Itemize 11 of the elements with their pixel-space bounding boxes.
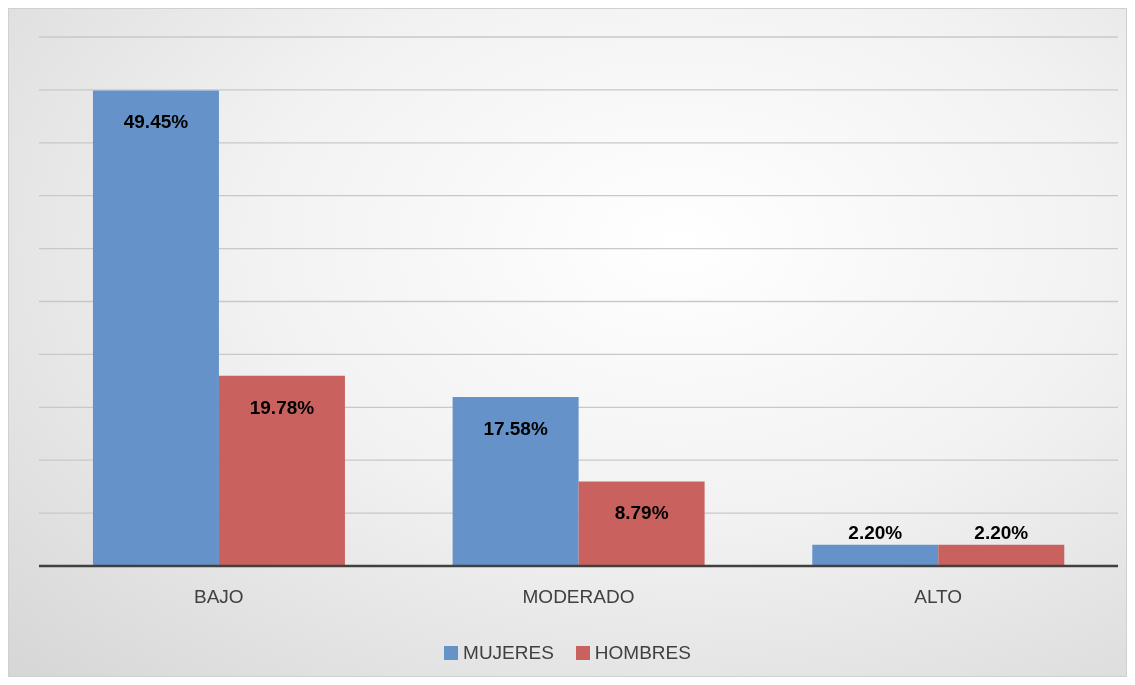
data-label: 8.79% — [614, 502, 669, 524]
data-label: 49.45% — [123, 111, 189, 133]
legend-label: MUJERES — [463, 642, 554, 664]
data-label: 17.58% — [483, 417, 548, 439]
legend-label: HOMBRES — [594, 642, 691, 664]
x-tick-label: ALTO — [914, 586, 963, 608]
x-tick-label: BAJO — [194, 586, 244, 608]
data-label: 2.20% — [974, 521, 1029, 543]
x-tick-label: MODERADO — [522, 586, 635, 608]
data-label: 19.78% — [249, 396, 315, 418]
data-label: 2.20% — [848, 521, 903, 543]
